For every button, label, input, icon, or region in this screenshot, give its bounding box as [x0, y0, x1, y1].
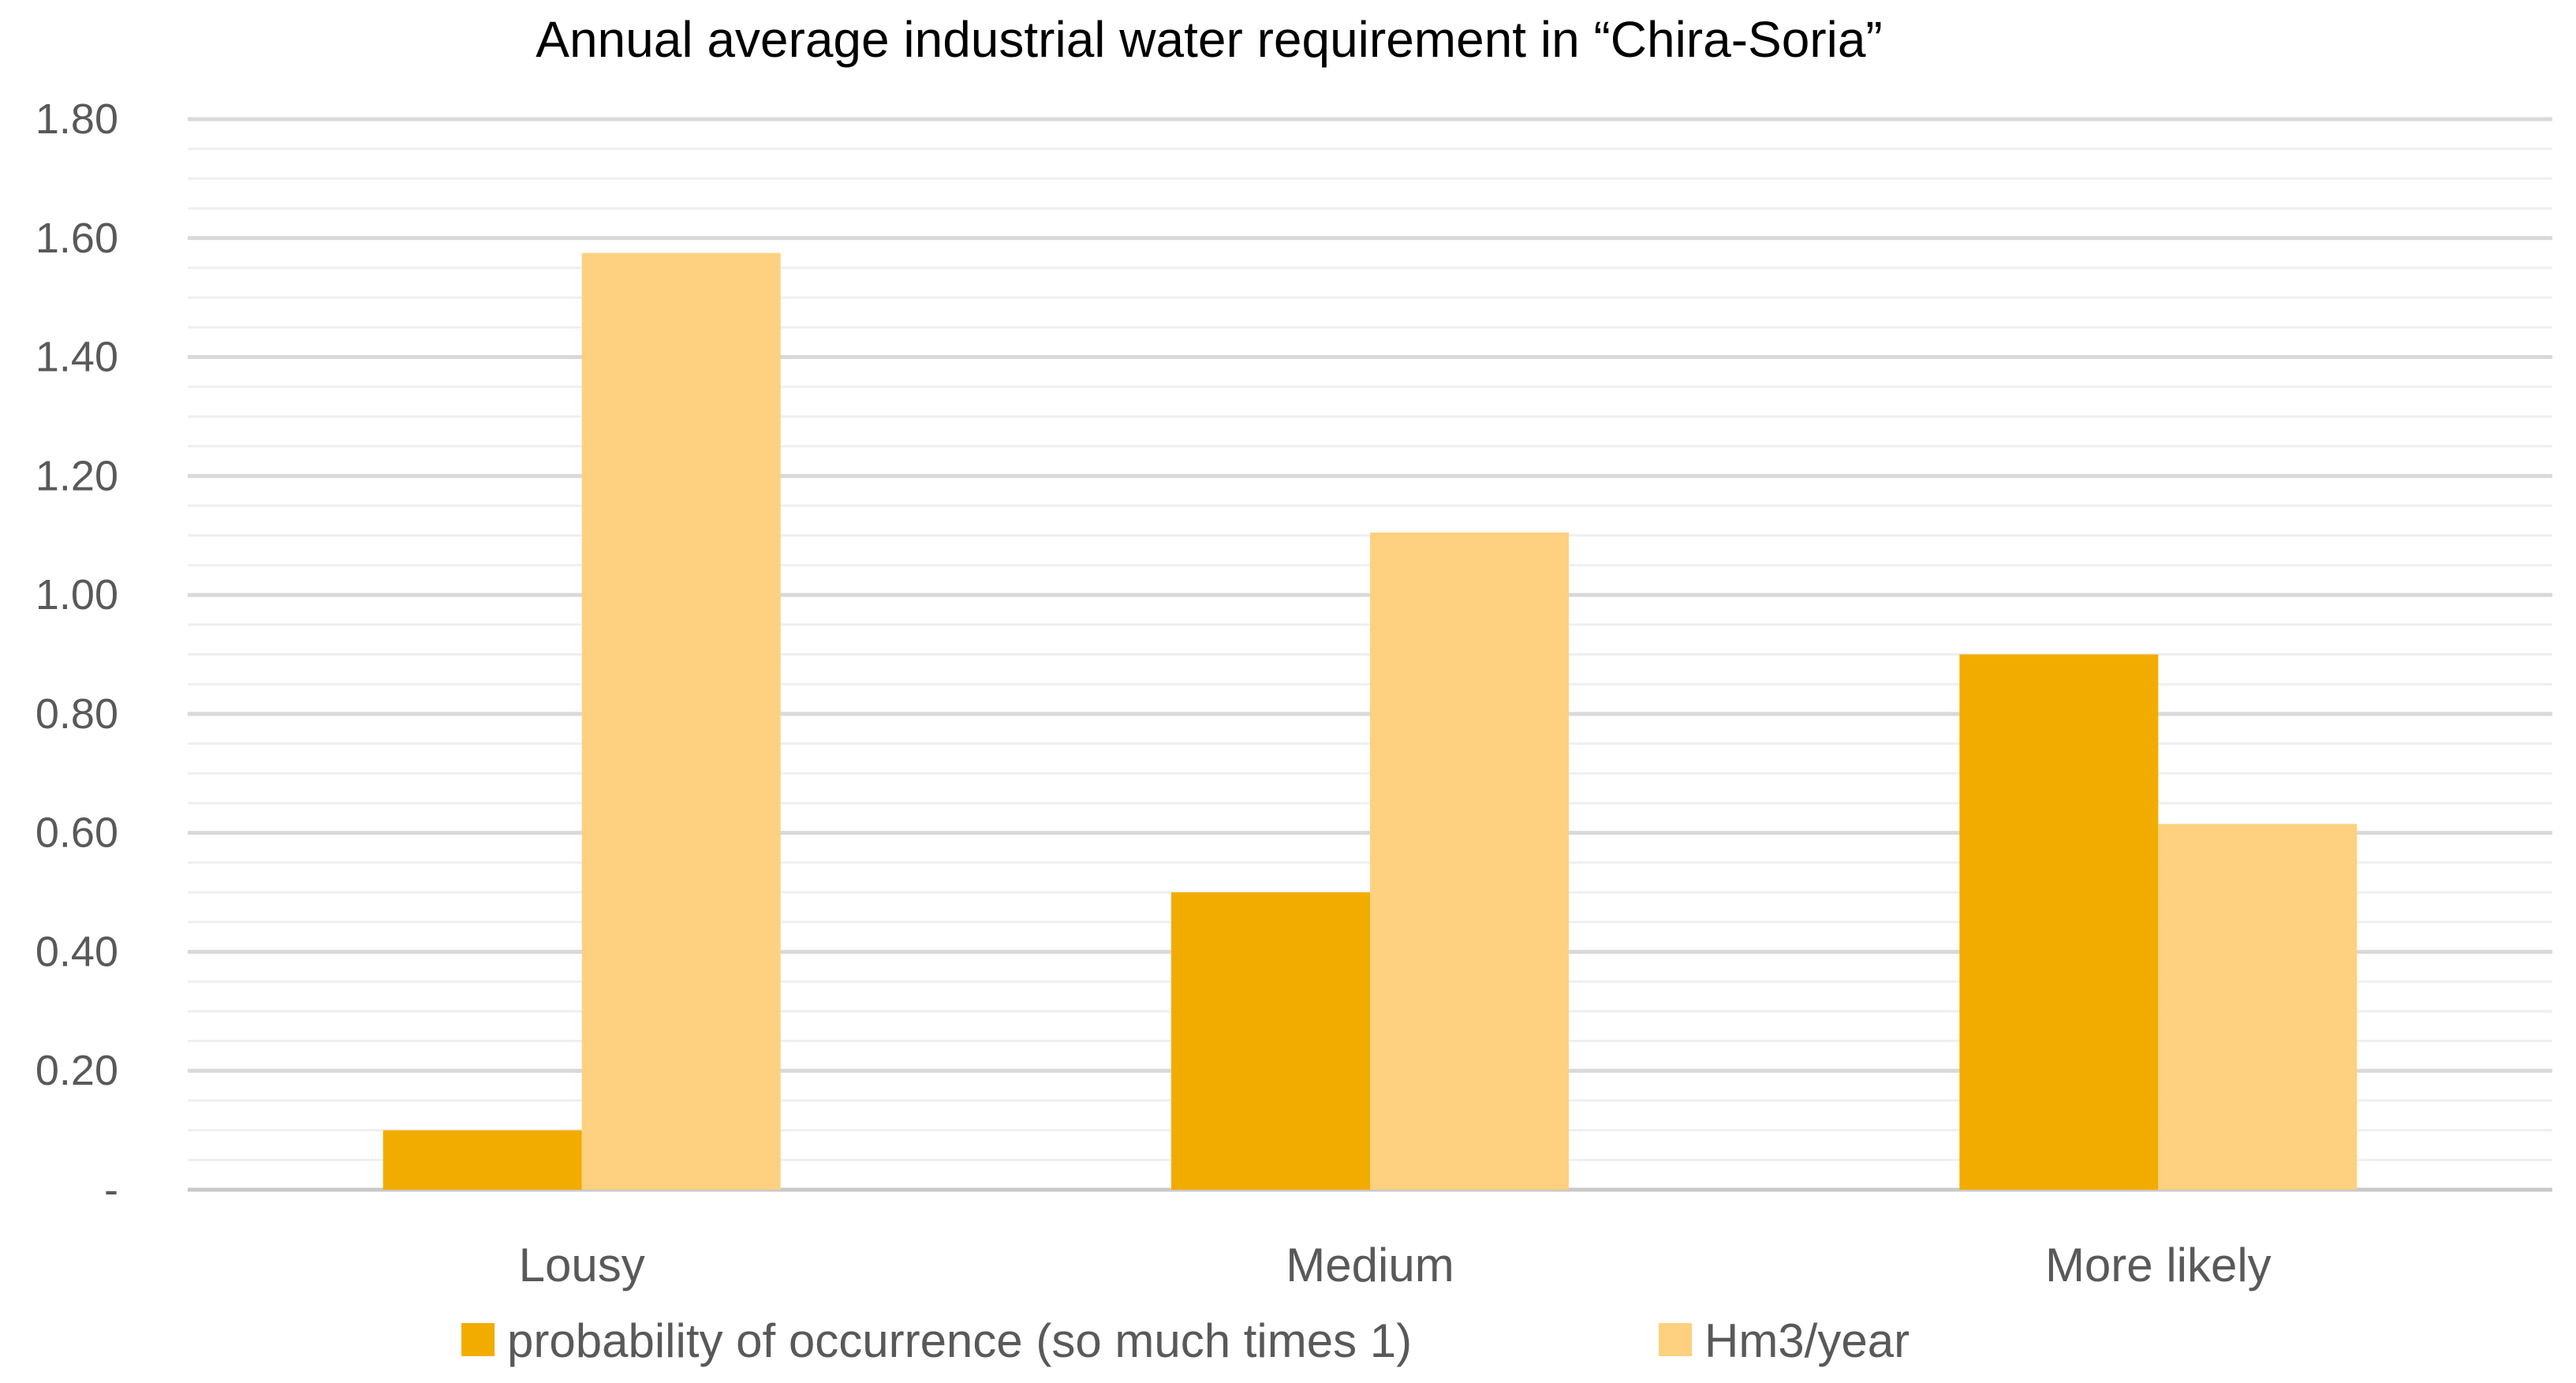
y-tick-label: 0.80	[35, 690, 118, 738]
bars	[383, 252, 2358, 1190]
bar-probability	[383, 1130, 582, 1190]
bar-hm3-year	[2158, 824, 2358, 1190]
y-tick-label: 1.20	[35, 452, 118, 499]
bar-hm3-year	[1370, 532, 1569, 1190]
bar-probability	[1959, 654, 2159, 1190]
legend-swatch	[1659, 1323, 1692, 1356]
y-tick-label: 1.40	[35, 334, 118, 381]
chart-title: Annual average industrial water requirem…	[536, 11, 1882, 68]
y-tick-label: 1.80	[35, 95, 118, 143]
y-tick-label: 0.40	[35, 928, 118, 975]
x-axis-categories: Lousy Medium More likely	[519, 1239, 2272, 1291]
legend-label: probability of occurrence (so much times…	[507, 1314, 1412, 1367]
bar-probability	[1171, 892, 1370, 1190]
y-tick-label: 1.00	[35, 571, 118, 619]
y-tick-label: 1.60	[35, 215, 118, 262]
legend-swatch	[461, 1323, 495, 1356]
x-category-label: More likely	[2045, 1239, 2272, 1291]
bar-hm3-year	[581, 252, 781, 1190]
y-tick-label: 0.60	[35, 809, 118, 857]
y-tick-label: 0.20	[35, 1047, 118, 1094]
x-category-label: Medium	[1286, 1239, 1454, 1291]
legend: probability of occurrence (so much times…	[461, 1314, 1910, 1367]
x-category-label: Lousy	[519, 1239, 645, 1291]
y-tick-label: -	[104, 1166, 118, 1213]
legend-label: Hm3/year	[1704, 1314, 1910, 1367]
y-axis-ticks: - 0.20 0.40 0.60 0.80 1.00 1.20 1.40 1.60 1.80	[35, 95, 118, 1213]
